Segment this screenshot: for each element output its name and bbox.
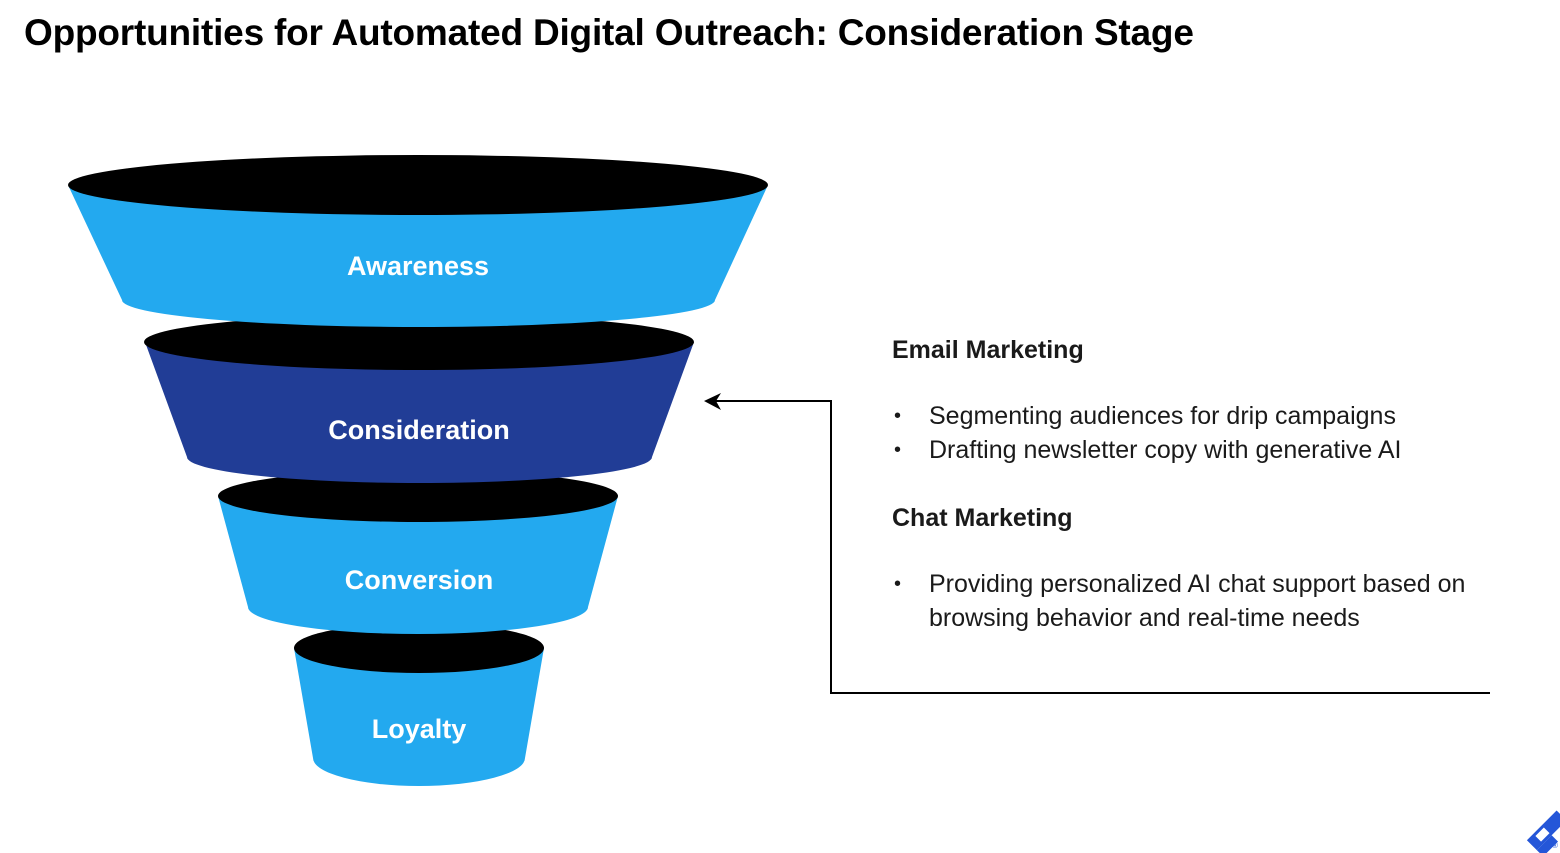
stage-body — [218, 496, 618, 634]
email-marketing-section: Email Marketing Segmenting audiences for… — [892, 336, 1532, 467]
stage-body — [145, 342, 694, 483]
list-item: Segmenting audiences for drip campaigns — [892, 399, 1532, 433]
registered-mark-icon: ® — [1552, 841, 1558, 850]
section-heading: Email Marketing — [892, 336, 1084, 364]
arrowhead-icon — [704, 393, 721, 410]
bullet-list: Segmenting audiences for drip campaigns … — [892, 399, 1532, 467]
toptal-logo-icon — [1526, 810, 1560, 853]
stage-label: Awareness — [347, 251, 489, 281]
connector-arrow — [704, 393, 1490, 694]
bullet-list: Providing personalized AI chat support b… — [892, 567, 1492, 635]
funnel-stage-conversion: Conversion — [218, 470, 618, 634]
funnel-stage-consideration: Consideration — [144, 314, 694, 483]
stage-body — [68, 185, 768, 327]
funnel-stage-loyalty: Loyalty — [294, 623, 544, 786]
stage-body — [294, 648, 544, 786]
stage-rim — [218, 470, 618, 522]
stage-rim — [144, 314, 694, 370]
chat-marketing-section: Chat Marketing Providing personalized AI… — [892, 504, 1492, 635]
list-item: Drafting newsletter copy with generative… — [892, 433, 1532, 467]
stage-label: Conversion — [345, 565, 494, 595]
stage-rim — [68, 155, 768, 215]
stage-label: Consideration — [328, 415, 510, 445]
list-item: Providing personalized AI chat support b… — [892, 567, 1492, 635]
stage-rim — [294, 623, 544, 673]
stage-label: Loyalty — [372, 714, 467, 744]
page-title: Opportunities for Automated Digital Outr… — [24, 12, 1194, 53]
section-heading: Chat Marketing — [892, 504, 1073, 532]
funnel-stage-awareness: Awareness — [68, 155, 768, 327]
